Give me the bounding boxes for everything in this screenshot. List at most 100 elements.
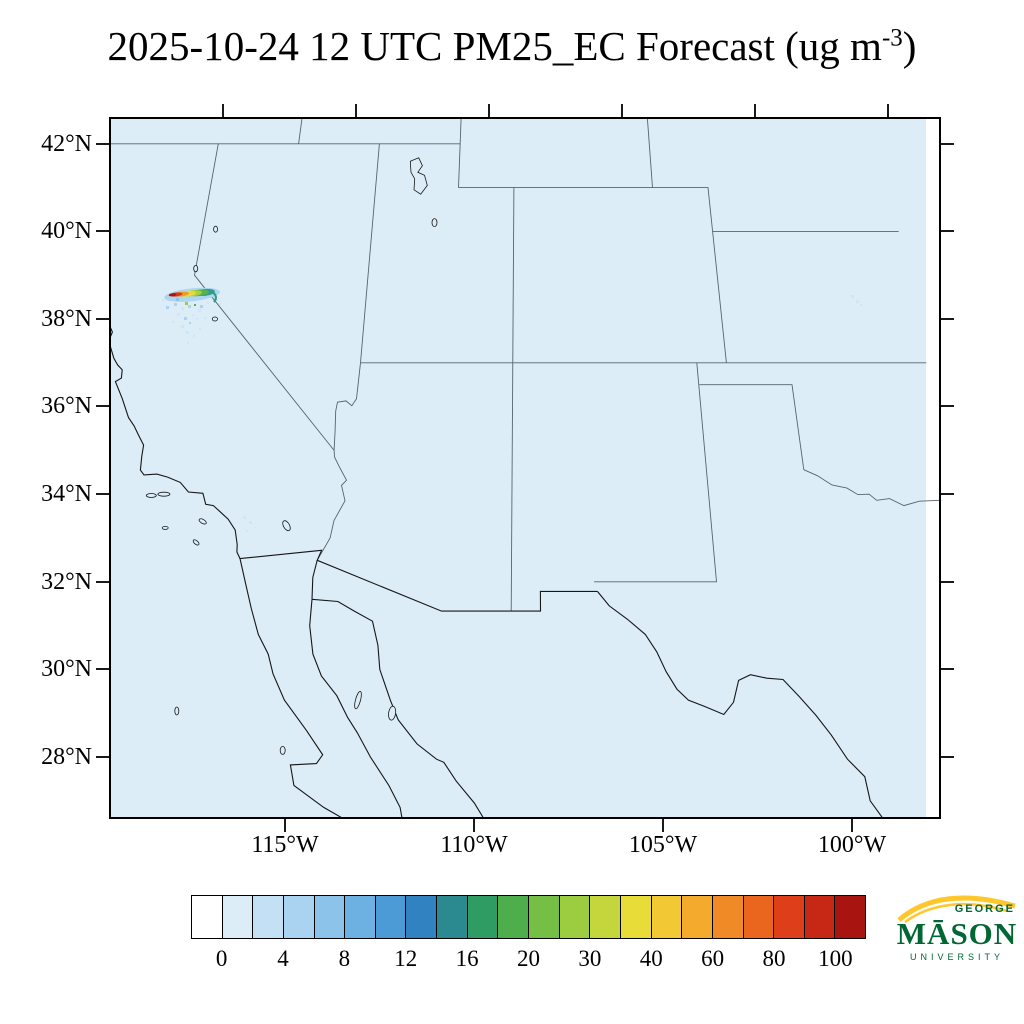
state-border-line bbox=[803, 469, 940, 507]
colorbar-swatch bbox=[743, 896, 775, 938]
gmu-logo: GEORGE MĀSON UNIVERSITY bbox=[893, 890, 1021, 978]
plume-speckle bbox=[219, 303, 221, 305]
colorbar-tick-label: 100 bbox=[818, 946, 853, 971]
colorbar-swatch bbox=[253, 896, 284, 938]
lat-label-28n: 28°N bbox=[41, 744, 92, 770]
utah-lake bbox=[431, 218, 438, 228]
pm25-plume bbox=[162, 287, 862, 532]
lat-label-30n: 30°N bbox=[41, 656, 92, 682]
plume-speckle bbox=[188, 305, 191, 308]
gmu-logo-mason: MĀSON bbox=[896, 916, 1018, 951]
salton-sea bbox=[282, 520, 291, 532]
plume-speckle bbox=[166, 306, 169, 309]
colorbar-tick-labels: 0 4 8 12 16 20 30 40 60 80 100 bbox=[191, 946, 866, 978]
plume-speckle bbox=[243, 516, 246, 519]
colorbar bbox=[191, 895, 866, 939]
plume-core bbox=[168, 293, 177, 297]
plume-speckle bbox=[176, 298, 179, 301]
colorbar-swatch bbox=[682, 896, 713, 938]
plume-speckle bbox=[185, 302, 188, 305]
gmu-logo-george: GEORGE bbox=[954, 903, 1015, 915]
state-and-coast-lines bbox=[110, 118, 940, 818]
colorbar-swatch bbox=[620, 896, 652, 938]
lon-label-110w: 110°W bbox=[440, 832, 508, 858]
catalina-island bbox=[198, 518, 207, 525]
colorbar-swatch bbox=[529, 896, 560, 938]
title-exponent: -3 bbox=[881, 24, 903, 52]
lat-label-34n: 34°N bbox=[41, 481, 92, 507]
colorbar-swatch bbox=[314, 896, 346, 938]
tiburon-island bbox=[388, 705, 397, 721]
great-salt-lake bbox=[409, 157, 428, 195]
colorbar-swatch bbox=[835, 896, 866, 938]
plume-speckle bbox=[177, 313, 180, 316]
colorbar-swatch bbox=[590, 896, 621, 938]
plume-speckle bbox=[199, 328, 201, 330]
colorbar-swatch bbox=[345, 896, 376, 938]
plume-speckle bbox=[186, 331, 189, 334]
colorbar-swatch bbox=[283, 896, 315, 938]
gmu-swoosh-icon bbox=[897, 895, 1016, 924]
plume-speckle bbox=[246, 530, 248, 532]
lon-label-105w: 105°W bbox=[628, 832, 698, 858]
state-border-line bbox=[594, 362, 717, 583]
lat-label-36n: 36°N bbox=[41, 393, 92, 419]
colorbar-swatch bbox=[804, 896, 836, 938]
channel-island bbox=[145, 493, 157, 498]
channel-island bbox=[157, 491, 171, 497]
state-border-line bbox=[316, 362, 361, 561]
colorbar-swatch bbox=[712, 896, 744, 938]
plume-speckle bbox=[200, 305, 203, 308]
state-border-line bbox=[194, 143, 335, 451]
colorbar-tick-label: 8 bbox=[338, 946, 351, 971]
colorbar-tick-label: 80 bbox=[762, 946, 786, 971]
colorbar-swatch bbox=[222, 896, 254, 938]
gmu-logo-university: UNIVERSITY bbox=[909, 952, 1004, 962]
colorbar-tick-label: 60 bbox=[701, 946, 725, 971]
plume-speckle bbox=[192, 314, 194, 316]
plume-speckle bbox=[193, 335, 195, 337]
map-background bbox=[110, 118, 940, 818]
lon-label-115w: 115°W bbox=[251, 832, 319, 858]
plume-hook bbox=[210, 290, 218, 303]
colorbar-tick-label: 0 bbox=[215, 946, 228, 971]
cedros-island bbox=[279, 746, 286, 755]
plume-speckle bbox=[856, 300, 859, 303]
axis-ticks bbox=[96, 104, 954, 832]
plume-speckle bbox=[184, 317, 187, 320]
state-border-line bbox=[510, 187, 515, 612]
lon-label-100w: 100°W bbox=[817, 832, 887, 858]
plume-speckle bbox=[255, 527, 257, 529]
colorbar-swatch bbox=[192, 896, 223, 938]
colorbar-tick-label: 4 bbox=[277, 946, 289, 971]
colorbar-swatch bbox=[375, 896, 407, 938]
coastline bbox=[239, 549, 598, 612]
plume-speckle bbox=[196, 318, 198, 320]
lat-label-38n: 38°N bbox=[41, 306, 92, 332]
plume-speckle bbox=[204, 317, 206, 319]
plume-speckle bbox=[181, 307, 184, 310]
colorbar-swatch bbox=[406, 896, 438, 938]
colorbar-tick-label: 16 bbox=[455, 946, 479, 971]
map-frame bbox=[109, 117, 941, 819]
plume-speckle bbox=[187, 342, 189, 344]
plume-speckle bbox=[189, 322, 191, 324]
plume-speckle bbox=[249, 521, 252, 524]
coastline bbox=[596, 591, 884, 818]
plume-speckle bbox=[172, 321, 174, 323]
lake-tahoe bbox=[193, 265, 199, 273]
state-border-line bbox=[458, 118, 462, 188]
colorbar-swatch bbox=[437, 896, 468, 938]
pyramid-lake bbox=[213, 225, 219, 233]
colorbar-swatch bbox=[651, 896, 683, 938]
colorbar-tick-label: 30 bbox=[578, 946, 602, 971]
mono-lake bbox=[211, 316, 218, 322]
plume-speckle bbox=[174, 303, 177, 306]
colorbar-swatch bbox=[467, 896, 499, 938]
state-border-line bbox=[699, 384, 805, 470]
plume-speckle bbox=[860, 304, 862, 306]
san-nicolas-island bbox=[161, 526, 169, 530]
colorbar-tick-label: 20 bbox=[517, 946, 540, 971]
